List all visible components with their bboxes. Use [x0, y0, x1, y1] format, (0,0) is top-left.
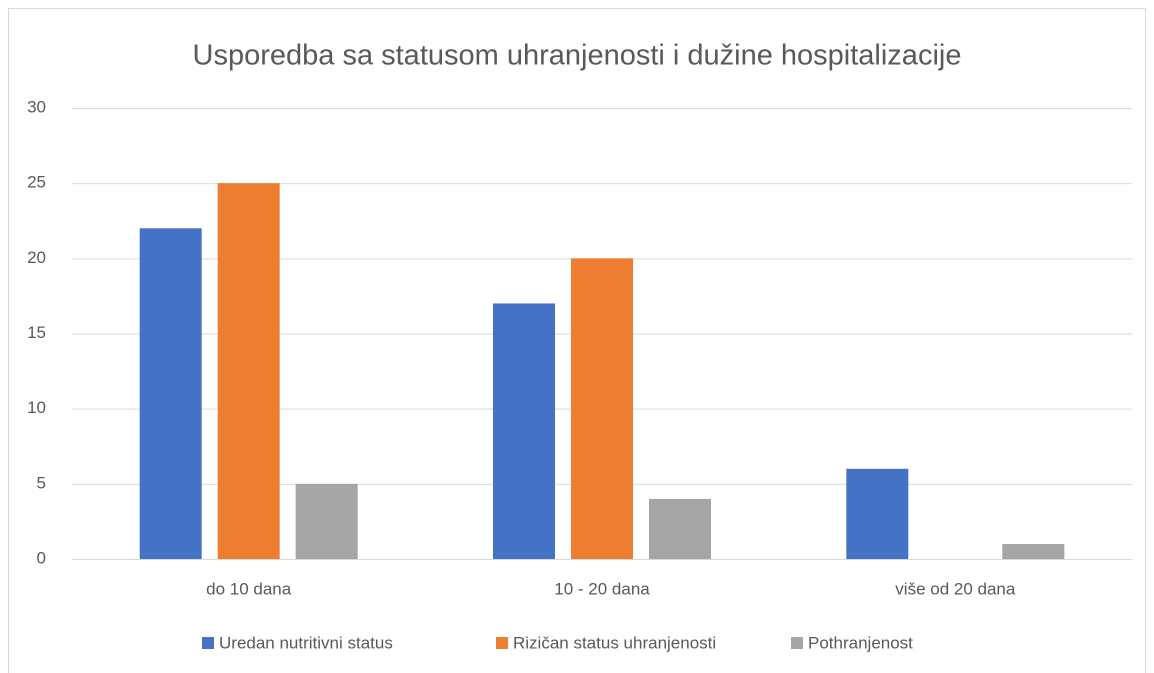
- bar: [217, 183, 280, 559]
- legend-label: Pothranjenost: [808, 633, 913, 652]
- x-tick-label: 10 - 20 dana: [554, 579, 650, 598]
- bar: [139, 228, 202, 559]
- y-tick-label: 15: [27, 323, 46, 342]
- bar: [1002, 543, 1065, 559]
- y-tick-label: 5: [37, 473, 46, 492]
- y-tick-label: 25: [27, 173, 46, 192]
- y-tick-label: 20: [27, 248, 46, 267]
- y-tick-label: 0: [37, 548, 46, 567]
- bar: [493, 303, 555, 559]
- y-tick-label: 10: [27, 398, 46, 417]
- chart-title: Usporedba sa statusom uhranjenosti i duž…: [193, 40, 962, 72]
- y-tick-label: 30: [27, 97, 46, 116]
- bar: [846, 468, 909, 559]
- legend-label: Uredan nutritivni status: [219, 633, 393, 652]
- legend-swatch: [202, 637, 214, 649]
- legend-label: Rizičan status uhranjenosti: [513, 633, 716, 652]
- x-tick-label: do 10 dana: [206, 579, 292, 598]
- bar: [295, 483, 358, 559]
- legend-swatch: [496, 637, 508, 649]
- bar: [649, 498, 711, 559]
- bar: [571, 258, 633, 559]
- legend-swatch: [791, 637, 803, 649]
- x-tick-label: više od 20 dana: [895, 579, 1016, 598]
